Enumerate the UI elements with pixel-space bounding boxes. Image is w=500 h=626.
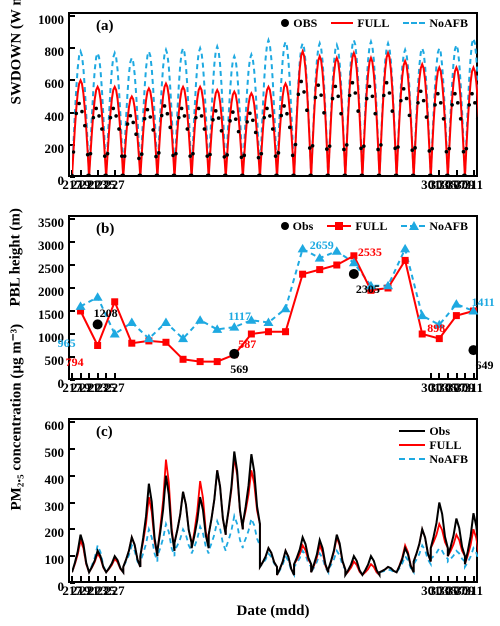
panel-a: 0200400600800100021721922122322522730130…	[68, 12, 478, 177]
ytick: 400	[45, 472, 65, 488]
ytick: 400	[45, 109, 65, 125]
legend-full: FULL	[357, 16, 389, 30]
legend-obs: OBS	[293, 16, 317, 30]
ytick: 500	[45, 445, 65, 461]
annot: 2305	[356, 282, 380, 297]
xtick: 311	[464, 583, 483, 599]
figure: 0200400600800100021721922122322522730130…	[0, 0, 500, 626]
annot: 587	[238, 337, 256, 352]
ylabel-a: SWDOWN (W m⁻²)	[7, 84, 26, 104]
annot: 1411	[471, 295, 494, 310]
xtick: 311	[464, 177, 483, 193]
legend-noafb: NoAFB	[429, 16, 468, 30]
legend-noafb: NoAFB	[429, 452, 468, 466]
annot: 649	[475, 358, 493, 373]
annot: 965	[58, 336, 76, 351]
ytick: 200	[45, 525, 65, 541]
ytick: 500	[45, 353, 65, 369]
xtick: 227	[105, 380, 125, 396]
annot: 1117	[228, 309, 251, 324]
ytick: 800	[45, 44, 65, 60]
plot-a	[72, 16, 478, 177]
legend-full: FULL	[355, 219, 387, 233]
xtick: 311	[464, 380, 483, 396]
panel-b: 0500100015002000250030003500217219221223…	[68, 215, 478, 380]
ylabel-b: PBL height (m)	[8, 286, 25, 306]
ytick: 600	[45, 418, 65, 434]
ytick: 1500	[38, 307, 64, 323]
legend-noafb: NoAFB	[429, 219, 468, 233]
ytick: 300	[45, 499, 65, 515]
ytick: 3500	[38, 215, 64, 231]
ytick: 3000	[38, 238, 64, 254]
annot: 794	[66, 355, 84, 370]
xtick: 227	[105, 177, 125, 193]
ylabel-c: PM₂.₅ concentration (µg m⁻³)	[7, 490, 26, 510]
annot: 2659	[310, 238, 334, 253]
annot: 1208	[94, 306, 118, 321]
ytick: 100	[45, 552, 65, 568]
legend-obs: Obs	[429, 424, 450, 438]
annot: 2535	[358, 245, 382, 260]
annot: 898	[427, 321, 445, 336]
ytick: 2500	[38, 261, 64, 277]
annot: 569	[230, 362, 248, 377]
ytick: 200	[45, 141, 65, 157]
legend-obs: Obs	[293, 219, 314, 233]
ytick: 1000	[38, 12, 64, 28]
ytick: 600	[45, 76, 65, 92]
legend-c: Obs FULL NoAFB	[399, 424, 468, 466]
xlabel: Date (mdd)	[223, 603, 323, 620]
legend-a: OBS FULL NoAFB	[281, 16, 468, 30]
xtick: 227	[105, 583, 125, 599]
legend-b: Obs FULL NoAFB	[281, 219, 468, 233]
plot-b	[72, 219, 478, 380]
legend-full: FULL	[429, 438, 461, 452]
ytick: 2000	[38, 284, 64, 300]
panel-c: 0100200300400500600217219221223225227301…	[68, 418, 478, 583]
